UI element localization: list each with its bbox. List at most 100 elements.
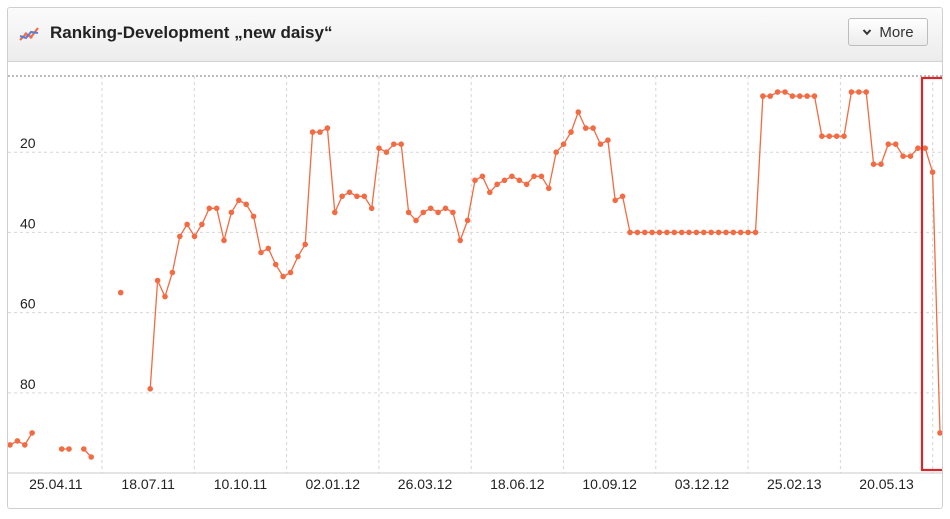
data-point [464, 217, 471, 224]
data-point [88, 454, 94, 460]
data-point [723, 229, 729, 236]
data-point [442, 205, 449, 212]
data-point [752, 229, 759, 236]
y-tick-label: 60 [20, 296, 36, 312]
ranking-widget: Ranking-Development „new daisy“ More 20 4… [7, 7, 943, 509]
data-point [885, 141, 892, 147]
y-tick-label: 80 [20, 376, 36, 392]
data-point [117, 289, 124, 296]
data-point [804, 93, 810, 99]
x-tick-label: 02.01.12 [306, 476, 361, 492]
data-point [870, 161, 877, 167]
chevron-down-icon [863, 29, 872, 36]
data-point [656, 229, 663, 236]
data-point [546, 185, 552, 192]
data-point [287, 269, 294, 276]
data-point [177, 233, 183, 240]
data-point [398, 141, 405, 147]
data-point [915, 145, 921, 151]
data-point [907, 153, 914, 159]
data-point [900, 153, 906, 159]
data-point [848, 89, 855, 95]
data-point [213, 205, 220, 212]
y-tick-label: 20 [20, 135, 36, 151]
x-tick-label: 03.12.12 [675, 476, 730, 492]
data-point [450, 209, 456, 216]
data-point [427, 205, 434, 212]
data-point [413, 217, 419, 224]
data-point [568, 129, 574, 135]
data-point [383, 149, 390, 155]
data-point [405, 209, 412, 216]
chart-title: Ranking-Development „new daisy“ [50, 23, 333, 42]
x-tick-label: 10.09.12 [582, 476, 637, 492]
data-point [523, 181, 530, 188]
data-point [280, 273, 286, 280]
data-point [582, 125, 589, 131]
data-point [191, 233, 198, 240]
data-point [58, 446, 65, 452]
data-point [649, 229, 655, 236]
data-point [8, 442, 13, 448]
data-point [929, 169, 936, 175]
data-point [863, 89, 869, 95]
data-point [642, 229, 648, 236]
line-chart-icon [19, 27, 39, 41]
data-point [501, 177, 508, 184]
data-point [81, 446, 87, 452]
data-point [789, 93, 796, 99]
data-point [782, 89, 788, 95]
data-point [664, 229, 670, 236]
data-point [531, 173, 537, 180]
data-point [560, 141, 567, 147]
data-point [708, 229, 714, 236]
data-point [258, 249, 264, 256]
data-point [797, 93, 803, 99]
data-point [361, 193, 368, 200]
series-line [9, 432, 33, 446]
data-point [354, 193, 360, 200]
data-point [324, 125, 331, 131]
data-point [391, 141, 397, 147]
series-line [149, 91, 941, 433]
data-point [221, 237, 227, 244]
data-point [619, 193, 626, 200]
data-point [332, 209, 338, 216]
x-tick-label: 26.03.12 [398, 476, 453, 492]
highlight-box [920, 76, 942, 472]
data-point [826, 133, 833, 139]
data-point [605, 137, 611, 143]
data-point [516, 177, 523, 184]
x-tick-label: 25.02.13 [767, 476, 822, 492]
data-point [206, 205, 213, 212]
data-point [487, 189, 493, 196]
x-tick-label: 20.05.13 [859, 476, 914, 492]
data-point [730, 229, 737, 236]
y-tick-label: 40 [20, 215, 36, 231]
widget-header: Ranking-Development „new daisy“ More [8, 8, 942, 62]
data-point [856, 89, 862, 95]
x-tick-label: 18.07.11 [121, 476, 175, 492]
data-point [678, 229, 685, 236]
data-point [184, 221, 190, 228]
data-point [295, 253, 301, 260]
data-point [346, 189, 353, 196]
data-point [228, 209, 235, 216]
data-point [243, 201, 249, 208]
data-point [66, 446, 72, 452]
more-button[interactable]: More [848, 18, 928, 46]
data-point [819, 133, 825, 139]
data-point [147, 386, 153, 392]
data-point [767, 93, 773, 99]
data-point [162, 293, 168, 300]
data-point [169, 269, 176, 276]
x-tick-label: 10.10.11 [214, 476, 268, 492]
data-point [686, 229, 692, 236]
data-point [715, 229, 722, 236]
data-point [538, 173, 545, 180]
data-point [509, 173, 515, 180]
data-point [892, 141, 899, 147]
data-point [612, 197, 618, 204]
data-point [14, 438, 21, 444]
data-point [457, 237, 464, 244]
